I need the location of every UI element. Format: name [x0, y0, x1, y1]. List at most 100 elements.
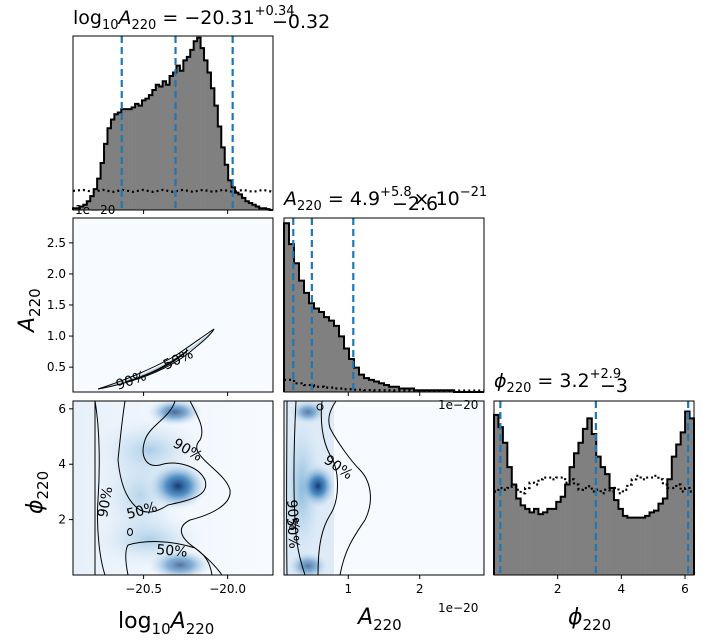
title-log10A220: log10A220 = −20.31+0.34 [73, 4, 295, 33]
hist-A220-bar [334, 325, 340, 392]
hist-log10A220-bar [217, 126, 222, 210]
hist-phi220-bar [689, 418, 695, 575]
title-A220: A220 = 4.9+5.8 × 10−21 [282, 185, 487, 214]
hist-log10A220-bar [176, 65, 181, 210]
contour-50-bm [293, 401, 338, 575]
hist-phi220-bar [569, 467, 575, 575]
hist-log10A220-bar [97, 178, 101, 210]
hist-A220-bar [369, 379, 375, 392]
hist-log10A220-bar [183, 60, 188, 210]
contour-50-ml [124, 349, 189, 383]
panel-bl-frame [72, 400, 274, 576]
hist-phi220-bar [502, 442, 508, 575]
hist-log10A220-bar [117, 112, 122, 210]
hist-phi220-bar [578, 442, 584, 575]
hist-log10A220-bar [228, 180, 232, 210]
hist-phi220-bar [582, 428, 588, 575]
hist-log10A220-bar [238, 194, 243, 210]
panel-log10A220-A220: 90% 50% [72, 217, 274, 394]
hist-A220-bar [294, 263, 300, 392]
hist-A220-bar [304, 292, 310, 392]
title-A220-lower: −2.6 [392, 193, 438, 215]
hist-phi220-bar [676, 444, 681, 575]
hist-log10A220-bar [152, 89, 157, 210]
hist-log10A220-bar [107, 128, 112, 210]
hist-log10A220-bar [169, 76, 174, 211]
y-tick-label: 1.0 [47, 329, 66, 343]
hist-phi220-bar [636, 517, 641, 575]
hist-phi220-frame [493, 400, 695, 576]
hist-phi220-panel [493, 400, 695, 576]
hist-phi220-bar [538, 514, 544, 575]
y-tick-label: 2.5 [47, 236, 66, 250]
hist-log10A220-bar [148, 95, 153, 210]
hist-log10A220-bar [155, 84, 160, 210]
x-tick-label: 2 [416, 582, 424, 596]
contour-label-90-bm-b: 90% [283, 499, 302, 531]
hist-phi220-bar [640, 517, 646, 575]
hist-log10A220-bar [224, 164, 229, 210]
hist-log10A220-bar [245, 201, 250, 210]
x-tick-label: 2 [554, 582, 562, 596]
hist-phi220-bar [631, 517, 637, 575]
hist-log10A220-bar [214, 105, 219, 210]
hist-phi220-bar [574, 453, 579, 575]
hist-phi220-bar [565, 484, 570, 575]
hist-log10A220-bar [93, 189, 98, 210]
hist-log10A220-bar [255, 206, 260, 210]
hist-A220-bar [319, 311, 325, 392]
contour-label-50-bm: 50% [283, 517, 302, 549]
hist-log10A220-bar [124, 109, 129, 210]
hist-log10A220-bar [200, 48, 205, 211]
hist-phi220-prior [494, 474, 694, 495]
hist-A220-bar [359, 374, 365, 392]
hist-phi220-bar [671, 456, 677, 575]
offset-text-xaxis: 1e−20 [438, 601, 478, 615]
hist-log10A220-bar [83, 204, 88, 210]
hist-A220-bar [349, 358, 355, 392]
hist-log10A220-bar [128, 109, 132, 210]
hist-A220-bar [329, 320, 335, 392]
hist-A220-bar [339, 336, 345, 392]
hist-A220-bar [389, 386, 395, 392]
hist-log10A220-bar [231, 187, 236, 210]
hist-A220-bar [299, 280, 305, 392]
hist-log10A220-bar [90, 196, 94, 210]
hist-log10A220-bar [159, 86, 163, 210]
hist-phi220-bar [520, 505, 526, 575]
hist-log10A220-bar [79, 206, 84, 210]
hist-A220-bar [394, 386, 400, 392]
hist-A220-bar [364, 378, 370, 392]
hist-phi220-bar [534, 508, 539, 575]
density-peak-bottom [148, 549, 212, 575]
hist-log10A220-bar [86, 201, 91, 210]
hist-phi220-bar [516, 498, 521, 575]
panel-log10A220-phi220: 90% 90% 50% 50% [72, 400, 274, 576]
hist-phi220-bar [618, 508, 624, 575]
hist-log10A220-bar [131, 107, 136, 210]
hist-log10A220-prior [72, 188, 274, 193]
hist-A220-bars [283, 218, 484, 393]
hist-phi220-outline [493, 410, 695, 575]
hist-phi220-bar [609, 488, 615, 575]
title-phi220-lower: −3 [600, 375, 628, 397]
hist-phi220-bar [587, 418, 593, 575]
hist-log10A220-bar [204, 60, 208, 210]
y-tick-label: 2.0 [47, 267, 66, 281]
hist-A220-bar [404, 388, 410, 392]
panel-A220-phi220: 90% 90% 50% [283, 400, 485, 576]
hist-A220-panel [283, 217, 485, 393]
hist-log10A220-panel [72, 35, 274, 211]
y-tick-label: 6 [58, 402, 66, 416]
hist-A220-bar [374, 381, 380, 392]
hist-log10A220-bar [145, 98, 150, 210]
hist-log10A220-bar [162, 81, 167, 211]
hist-phi220-bar [662, 498, 668, 575]
hist-A220-bar [284, 223, 290, 392]
hist-A220-bar [314, 308, 320, 392]
hist-phi220-bar [627, 517, 633, 575]
hist-phi220-bar [511, 484, 517, 575]
hist-phi220-bar [680, 432, 686, 575]
hist-log10A220-bar [138, 105, 143, 210]
